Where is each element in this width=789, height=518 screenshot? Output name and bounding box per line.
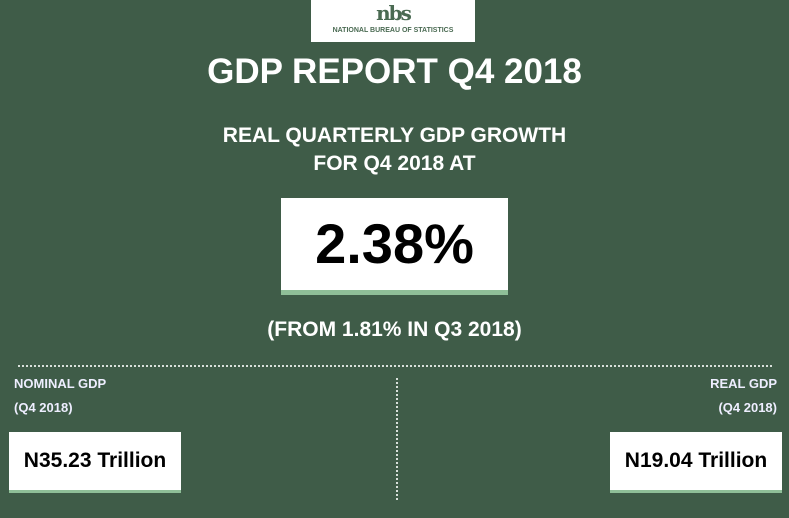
divider-vertical bbox=[396, 378, 398, 500]
nbs-logo: nbs NATIONAL BUREAU OF STATISTICS bbox=[311, 0, 475, 42]
previous-growth: (FROM 1.81% IN Q3 2018) bbox=[267, 318, 522, 341]
page-title: GDP REPORT Q4 2018 bbox=[207, 52, 582, 91]
logo-text: NATIONAL BUREAU OF STATISTICS bbox=[332, 27, 454, 34]
nominal-gdp-value: N35.23 Trillion bbox=[9, 432, 181, 493]
nominal-gdp-label: NOMINAL GDP bbox=[14, 376, 107, 391]
nominal-gdp-period: (Q4 2018) bbox=[14, 400, 73, 415]
subtitle-line2: FOR Q4 2018 AT bbox=[313, 152, 476, 175]
logo-mark: nbs bbox=[376, 1, 412, 25]
real-gdp-period: (Q4 2018) bbox=[718, 400, 777, 415]
subtitle: REAL QUARTERLY GDP GROWTH FOR Q4 2018 AT bbox=[0, 122, 789, 178]
growth-value: 2.38% bbox=[281, 198, 508, 295]
divider-horizontal bbox=[18, 365, 772, 367]
real-gdp-label: REAL GDP bbox=[710, 376, 777, 391]
real-gdp-value: N19.04 Trillion bbox=[610, 432, 782, 493]
subtitle-line1: REAL QUARTERLY GDP GROWTH bbox=[222, 124, 567, 147]
